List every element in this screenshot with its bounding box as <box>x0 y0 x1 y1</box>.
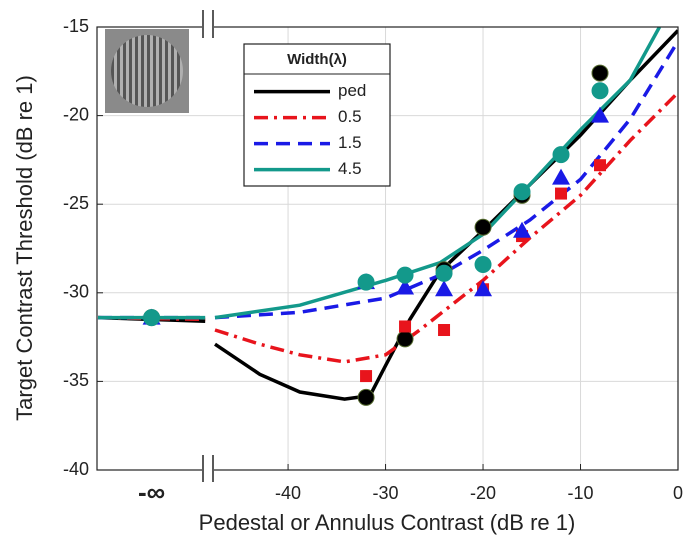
marker <box>591 82 609 100</box>
y-tick-label: -25 <box>63 193 89 213</box>
y-tick-label: -40 <box>63 459 89 479</box>
y-tick-label: -30 <box>63 282 89 302</box>
marker <box>513 183 531 201</box>
marker <box>435 280 454 297</box>
x-tick-label: -∞ <box>138 477 165 507</box>
marker <box>357 273 375 291</box>
legend-title: Width(λ) <box>287 51 347 68</box>
marker <box>513 221 532 238</box>
legend-box <box>243 43 391 187</box>
marker <box>474 218 492 236</box>
plot-frame <box>96 26 679 471</box>
x-axis-label: Pedestal or Annulus Contrast (dB re 1) <box>199 510 576 535</box>
marker <box>396 278 415 295</box>
marker <box>396 330 414 348</box>
x-tick-label: -10 <box>568 483 594 503</box>
y-tick-label: -35 <box>63 370 89 390</box>
marker <box>357 388 375 406</box>
marker <box>143 309 161 327</box>
marker <box>552 168 571 185</box>
y-tick-label: -15 <box>63 16 89 36</box>
legend-label: ped <box>338 81 366 100</box>
marker <box>438 324 451 337</box>
legend-label: 0.5 <box>338 107 362 126</box>
x-tick-label: -40 <box>275 483 301 503</box>
y-tick-label: -20 <box>63 104 89 124</box>
marker <box>591 64 609 82</box>
marker <box>594 159 607 172</box>
stimulus-inset <box>105 29 189 113</box>
marker <box>399 320 412 333</box>
marker <box>555 187 568 200</box>
marker <box>435 264 453 282</box>
marker <box>552 146 570 164</box>
x-tick-label: -30 <box>373 483 399 503</box>
marker <box>591 106 610 123</box>
marker <box>474 280 493 297</box>
marker <box>396 266 414 284</box>
y-axis-label: Target Contrast Threshold (dB re 1) <box>12 75 37 421</box>
x-tick-label: 0 <box>673 483 683 503</box>
legend-label: 1.5 <box>338 133 362 152</box>
marker <box>360 370 373 383</box>
marker <box>474 255 492 273</box>
x-tick-label: -20 <box>470 483 496 503</box>
legend-label: 4.5 <box>338 159 362 178</box>
axis-break <box>202 10 214 482</box>
